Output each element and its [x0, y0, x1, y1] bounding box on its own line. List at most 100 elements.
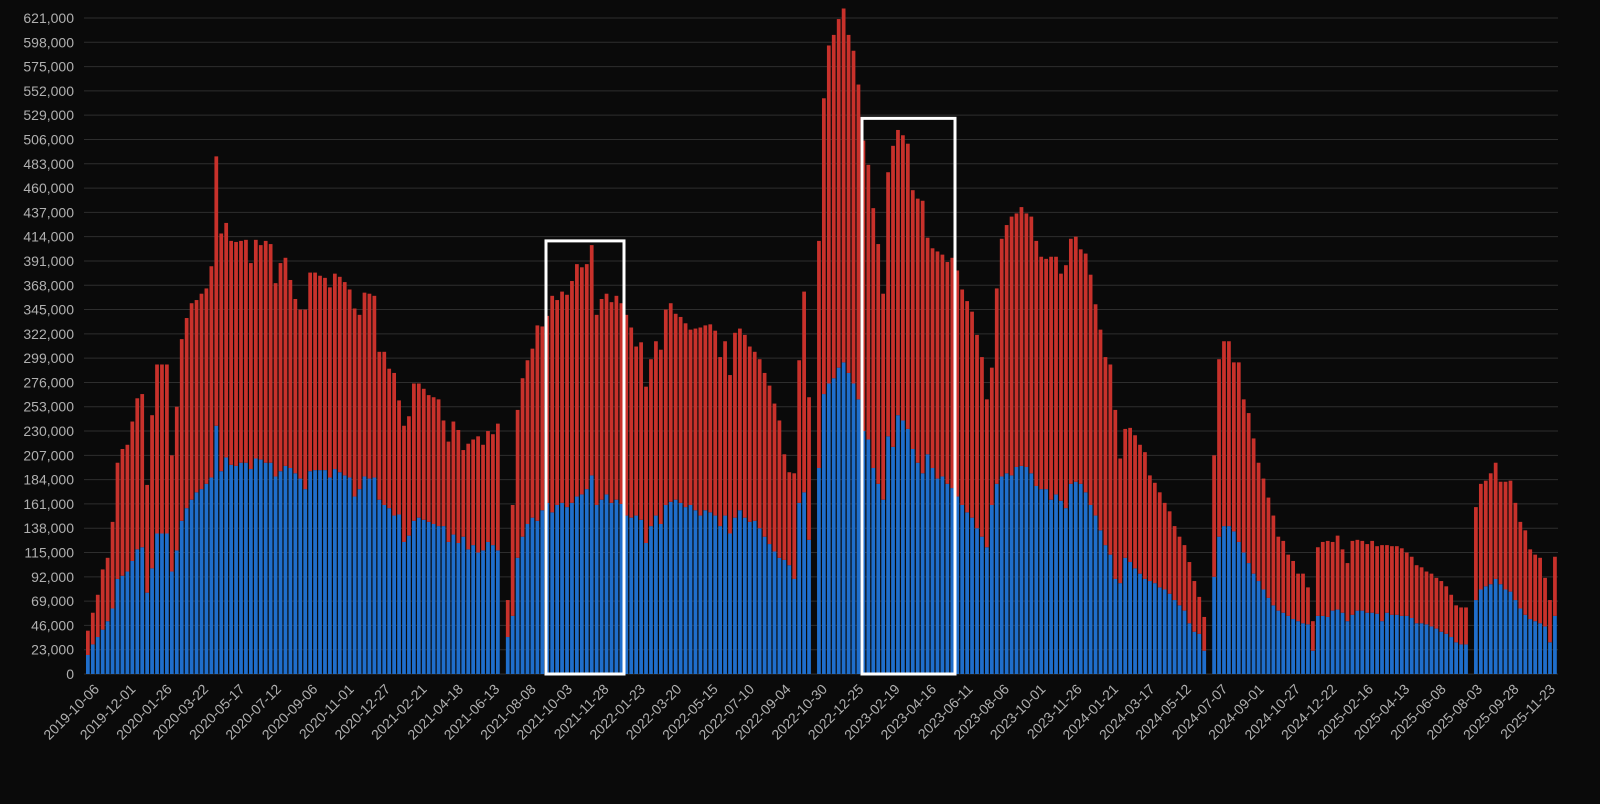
bar-top-segment: [1380, 545, 1384, 622]
bar-bottom-segment: [140, 547, 145, 674]
bar-top-segment: [1513, 502, 1518, 601]
bar-top-segment: [718, 357, 723, 527]
bar-top-segment: [985, 399, 989, 548]
bar-top-segment: [713, 330, 718, 516]
bar-bottom-segment: [402, 541, 406, 674]
bar-bottom-segment: [1538, 623, 1542, 674]
bar-top-segment: [663, 309, 668, 505]
bar-top-segment: [1548, 600, 1552, 643]
bar-top-segment: [757, 359, 762, 529]
bar-top-segment: [658, 349, 663, 524]
bar-bottom-segment: [1360, 610, 1365, 674]
y-tick-label: 230,000: [23, 423, 74, 439]
bar-bottom-segment: [278, 471, 283, 674]
bar-top-segment: [189, 303, 194, 500]
bar-bottom-segment: [881, 499, 886, 674]
y-tick-label: 276,000: [23, 374, 74, 390]
bar-bottom-segment: [268, 462, 273, 674]
bar-bottom-segment: [570, 502, 574, 674]
y-tick-label: 138,000: [23, 520, 74, 536]
bar-top-segment: [1039, 256, 1044, 490]
bar-bottom-segment: [1345, 621, 1350, 674]
bar-bottom-segment: [337, 472, 342, 674]
bar-bottom-segment: [219, 471, 224, 674]
bar-top-segment: [614, 295, 619, 500]
bar-bottom-segment: [169, 571, 174, 674]
bar-top-segment: [253, 239, 258, 459]
bar-bottom-segment: [510, 615, 515, 674]
bar-bottom-segment: [1014, 466, 1019, 674]
bar-top-segment: [1177, 536, 1182, 606]
bar-bottom-segment: [1301, 623, 1305, 674]
bar-bottom-segment: [90, 644, 95, 674]
bar-top-segment: [1212, 455, 1216, 577]
bar-bottom-segment: [1227, 526, 1231, 674]
bar-bottom-segment: [846, 372, 851, 674]
bar-top-segment: [421, 388, 426, 520]
bar-top-segment: [950, 257, 955, 489]
bar-bottom-segment: [249, 469, 253, 674]
bar-bottom-segment: [1157, 587, 1162, 674]
bar-top-segment: [1296, 573, 1300, 622]
bar-bottom-segment: [308, 471, 313, 674]
bar-top-segment: [1404, 552, 1409, 616]
bar-bottom-segment: [426, 521, 431, 674]
y-tick-label: 253,000: [23, 399, 74, 415]
bar-bottom-segment: [1148, 581, 1152, 674]
bar-bottom-segment: [802, 492, 806, 674]
bar-bottom-segment: [935, 478, 940, 674]
bar-top-segment: [382, 351, 387, 505]
bar-bottom-segment: [822, 394, 826, 674]
bar-bottom-segment: [298, 478, 303, 674]
bar-top-segment: [1528, 549, 1533, 620]
bar-top-segment: [337, 276, 342, 473]
bar-top-segment: [787, 472, 792, 566]
bar-top-segment: [693, 328, 698, 511]
y-tick-label: 506,000: [23, 131, 74, 147]
bar-bottom-segment: [1498, 584, 1503, 674]
bar-bottom-segment: [1409, 618, 1414, 674]
bar-top-segment: [1083, 253, 1088, 493]
bar-top-segment: [1385, 545, 1389, 613]
bar-bottom-segment: [1315, 615, 1320, 674]
bar-top-segment: [1523, 530, 1528, 615]
bar-bottom-segment: [1143, 578, 1147, 674]
bar-bottom-segment: [1380, 621, 1384, 674]
bar-bottom-segment: [1217, 536, 1221, 674]
bar-top-segment: [891, 145, 895, 447]
bar-bottom-segment: [1108, 554, 1113, 674]
bar-bottom-segment: [1177, 605, 1182, 674]
bar-top-segment: [283, 257, 288, 466]
bar-bottom-segment: [599, 499, 604, 674]
bar-top-segment: [1291, 560, 1295, 620]
y-tick-label: 69,000: [31, 593, 74, 609]
bar-bottom-segment: [1419, 623, 1424, 674]
bar-top-segment: [599, 298, 604, 500]
bar-bottom-segment: [1113, 578, 1118, 674]
bar-bottom-segment: [1118, 583, 1123, 674]
bar-bottom-segment: [1222, 526, 1226, 674]
bar-top-segment: [249, 263, 253, 470]
bar-bottom-segment: [362, 476, 367, 674]
bar-bottom-segment: [1236, 541, 1241, 674]
bar-bottom-segment: [1073, 481, 1078, 674]
bar-top-segment: [1459, 607, 1463, 645]
bar-bottom-segment: [1385, 612, 1389, 674]
bar-bottom-segment: [1054, 494, 1058, 674]
bar-top-segment: [1483, 480, 1488, 587]
y-tick-label: 368,000: [23, 277, 74, 293]
bar-bottom-segment: [1182, 610, 1187, 674]
bar-top-segment: [1543, 577, 1547, 627]
bar-top-segment: [486, 431, 490, 542]
bar-top-segment: [515, 409, 520, 558]
bar-top-segment: [387, 368, 392, 509]
bar-top-segment: [303, 309, 308, 490]
bar-bottom-segment: [970, 517, 974, 674]
bar-bottom-segment: [1019, 465, 1024, 674]
bar-bottom-segment: [342, 475, 347, 674]
bar-top-segment: [234, 241, 238, 466]
bar-bottom-segment: [1133, 568, 1137, 674]
bar-top-segment: [762, 372, 767, 537]
bar-top-segment: [1073, 236, 1078, 482]
bar-top-segment: [1143, 452, 1147, 579]
